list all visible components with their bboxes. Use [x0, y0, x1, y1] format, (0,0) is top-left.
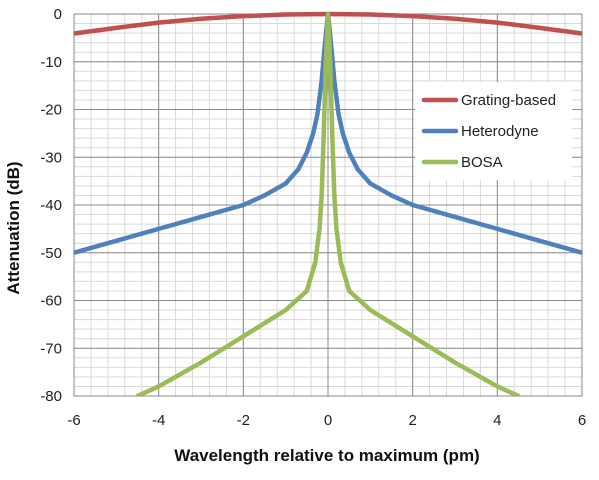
y-tick-label: -10: [40, 54, 62, 71]
legend-label-bosa: BOSA: [461, 154, 503, 171]
y-tick-label: -80: [40, 388, 62, 405]
y-tick-label: -20: [40, 102, 62, 119]
y-axis-title: Attenuation (dB): [4, 161, 23, 294]
y-tick-labels: 0 -10 -20 -30 -40 -50 -60 -70 -80: [40, 6, 62, 405]
y-tick-label: -50: [40, 245, 62, 262]
x-tick-label: 0: [324, 412, 332, 429]
legend: Grating-based Heterodyne BOSA: [415, 82, 572, 180]
series-line-bosa: [135, 11, 521, 396]
x-tick-label: -6: [67, 412, 80, 429]
x-tick-label: -4: [152, 412, 165, 429]
x-tick-label: -2: [237, 412, 250, 429]
legend-label-heterodyne: Heterodyne: [461, 123, 539, 140]
y-tick-label: -60: [40, 293, 62, 310]
series-layer: [74, 11, 582, 396]
y-tick-label: 0: [54, 6, 62, 23]
y-tick-label: -30: [40, 149, 62, 166]
x-tick-label: 4: [493, 412, 501, 429]
x-tick-labels: -6 -4 -2 0 2 4 6: [67, 412, 586, 429]
x-axis-title: Wavelength relative to maximum (pm): [174, 446, 479, 465]
x-tick-label: 2: [408, 412, 416, 429]
legend-label-grating-based: Grating-based: [461, 92, 556, 109]
y-tick-label: -70: [40, 340, 62, 357]
x-tick-label: 6: [578, 412, 586, 429]
y-tick-label: -40: [40, 197, 62, 214]
